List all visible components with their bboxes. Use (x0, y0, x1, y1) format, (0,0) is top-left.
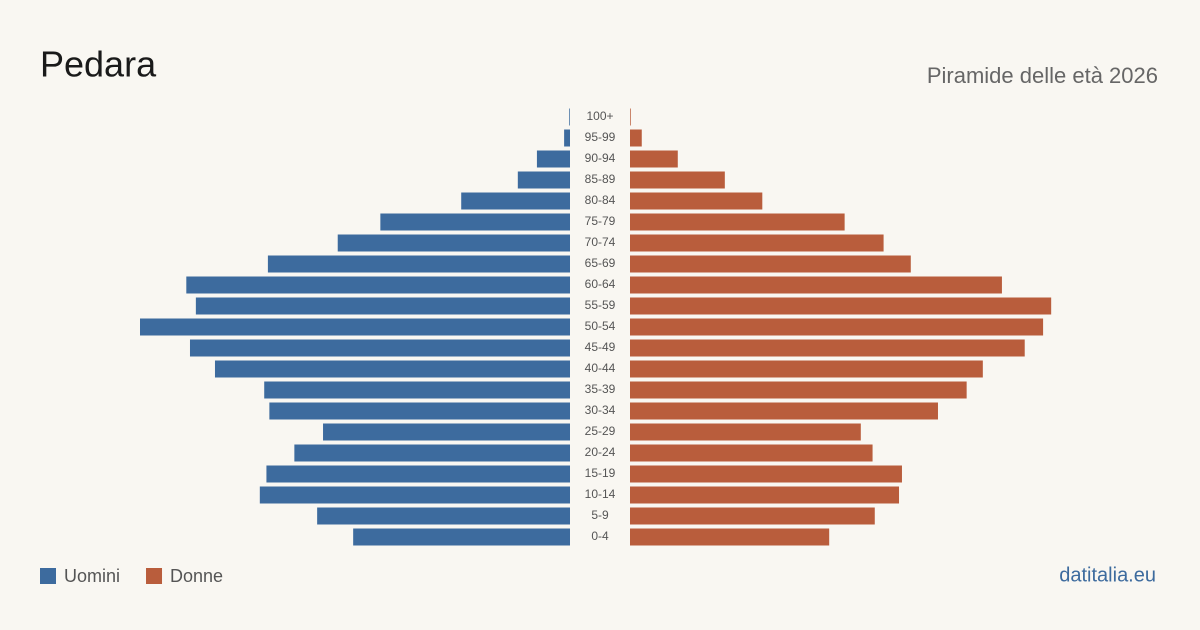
bar (630, 402, 938, 420)
bar (564, 129, 570, 147)
bar (267, 255, 570, 273)
bar (630, 108, 631, 126)
bar (214, 360, 570, 378)
bar (569, 108, 570, 126)
age-label: 50-54 (585, 319, 616, 333)
bar (189, 339, 570, 357)
age-label: 70-74 (585, 235, 616, 249)
bar (294, 444, 570, 462)
age-label: 75-79 (585, 214, 616, 228)
bar (630, 234, 884, 252)
legend-label: Uomini (64, 566, 120, 586)
legend-swatch (40, 568, 56, 584)
bar (630, 360, 983, 378)
age-label: 90-94 (585, 151, 616, 165)
age-label: 30-34 (585, 403, 616, 417)
bar (517, 171, 570, 189)
age-label: 20-24 (585, 445, 616, 459)
bar (630, 486, 900, 504)
bar (353, 528, 570, 546)
bar (140, 318, 570, 336)
age-label: 95-99 (585, 130, 616, 144)
bar (630, 213, 845, 231)
bar (630, 528, 830, 546)
age-label: 5-9 (591, 508, 609, 522)
bar (269, 402, 570, 420)
age-label: 80-84 (585, 193, 616, 207)
bar (186, 276, 571, 294)
age-label: 65-69 (585, 256, 616, 270)
bar (630, 129, 642, 147)
age-label: 15-19 (585, 466, 616, 480)
bar (380, 213, 570, 231)
age-label: 0-4 (591, 529, 609, 543)
source: datitalia.eu (1059, 564, 1156, 586)
bar (630, 255, 911, 273)
age-label: 10-14 (585, 487, 616, 501)
legend-swatch (146, 568, 163, 584)
bar (337, 234, 570, 252)
legend-label: Donne (170, 566, 223, 586)
age-label: 60-64 (585, 277, 616, 291)
age-label: 100+ (586, 109, 613, 123)
age-label: 35-39 (585, 382, 616, 396)
age-label: 85-89 (585, 172, 616, 186)
bar (630, 192, 763, 210)
bar (630, 297, 1052, 315)
bar (195, 297, 570, 315)
bar (630, 381, 967, 399)
bar (630, 171, 725, 189)
bar (630, 507, 875, 525)
age-label: 25-29 (585, 424, 616, 438)
bar (630, 318, 1044, 336)
bar (630, 150, 678, 168)
age-label: 55-59 (585, 298, 616, 312)
bar (630, 339, 1025, 357)
chart-title: Pedara (40, 44, 157, 85)
bar (259, 486, 570, 504)
bar (323, 423, 570, 441)
bar (630, 423, 861, 441)
bar (630, 444, 873, 462)
bar (317, 507, 570, 525)
bar (536, 150, 570, 168)
bar (630, 465, 902, 483)
bar (264, 381, 570, 399)
age-label: 45-49 (585, 340, 616, 354)
bar (630, 276, 1002, 294)
age-label: 40-44 (585, 361, 616, 375)
chart-subtitle: Piramide delle età 2026 (927, 63, 1158, 88)
bar (461, 192, 570, 210)
bar (266, 465, 570, 483)
